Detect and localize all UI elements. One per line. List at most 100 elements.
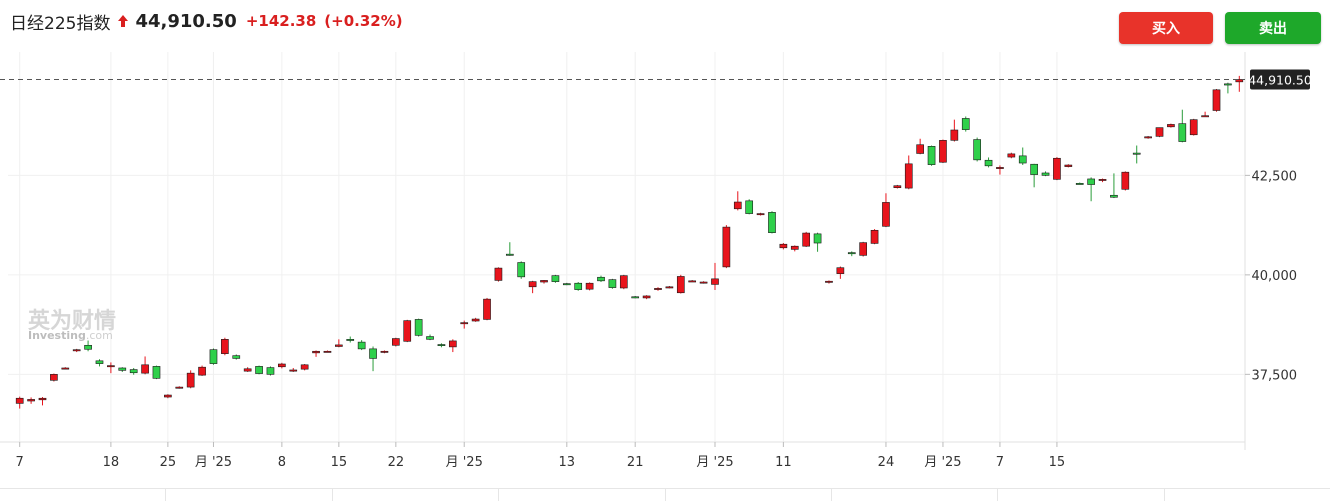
candle-body xyxy=(1121,171,1130,190)
candle-body xyxy=(676,276,685,294)
candle xyxy=(243,367,252,372)
x-tick-label: 月 '25 xyxy=(924,455,961,470)
candle xyxy=(540,280,548,284)
candle xyxy=(676,274,685,294)
candle xyxy=(688,280,697,283)
candle-body xyxy=(562,283,571,286)
candle xyxy=(551,274,560,283)
candle-body xyxy=(129,369,138,374)
candle xyxy=(152,365,161,380)
candle xyxy=(631,295,640,299)
candle-body xyxy=(1144,136,1152,139)
candle-body xyxy=(642,295,651,299)
candle xyxy=(255,365,263,375)
candle-body xyxy=(243,368,252,372)
candle xyxy=(1235,75,1244,92)
watermark: 英为财情 Investing.com xyxy=(28,308,116,342)
x-tick-label: 8 xyxy=(278,455,286,470)
y-tick-label: 42,500 xyxy=(1252,169,1298,184)
candle-body xyxy=(950,129,959,141)
current-price: 44,910.50 xyxy=(135,10,237,32)
candle xyxy=(198,365,206,376)
candlestick-chart[interactable]: 英为财情 Investing.com 7 18 25 月 '25 8 15 22 月 '25 1… xyxy=(0,0,1330,488)
candle-body xyxy=(528,281,537,288)
candle-body xyxy=(50,374,58,381)
candle xyxy=(84,340,92,352)
candle-body xyxy=(61,367,70,370)
candle-body xyxy=(1064,164,1073,167)
y-tick-label: 40,000 xyxy=(1252,269,1298,284)
candle xyxy=(50,373,58,382)
candle-body xyxy=(779,243,788,249)
candle-body xyxy=(585,282,594,290)
candle-body xyxy=(357,341,366,350)
current-price-tag-label: 44,910.50 xyxy=(1248,72,1312,87)
candle-body xyxy=(597,276,605,282)
candle xyxy=(1007,152,1016,159)
x-tick-label: 22 xyxy=(388,455,405,470)
candle xyxy=(608,278,617,289)
candle-body xyxy=(1167,124,1175,128)
candle xyxy=(164,394,172,399)
candle-body xyxy=(414,319,423,336)
candle xyxy=(711,262,719,290)
candle-body xyxy=(255,366,263,374)
candle-body xyxy=(403,320,412,342)
candle xyxy=(129,367,138,375)
candle-body xyxy=(722,226,731,268)
buy-button[interactable]: 买入 xyxy=(1119,12,1213,44)
current-price-tag xyxy=(1250,69,1310,90)
candle xyxy=(232,354,241,360)
candle xyxy=(996,165,1004,175)
sell-button[interactable]: 卖出 xyxy=(1225,12,1321,44)
candle-body xyxy=(448,340,457,348)
candle xyxy=(1201,111,1209,118)
watermark-brand-en: Investing.com xyxy=(28,329,113,342)
candle xyxy=(209,348,218,365)
candle-body xyxy=(1155,127,1164,137)
x-tick-label: 15 xyxy=(331,455,348,470)
candle-body xyxy=(1098,179,1107,181)
x-tick-label: 11 xyxy=(775,455,792,470)
candle xyxy=(357,340,366,351)
candle xyxy=(859,241,867,257)
candle-body xyxy=(745,200,754,214)
candle xyxy=(528,280,537,294)
candle-body xyxy=(494,267,503,281)
candle-body xyxy=(1018,155,1027,164)
candle-body xyxy=(768,212,776,233)
candle xyxy=(392,337,400,347)
x-axis: 7 18 25 月 '25 8 15 22 月 '25 13 21 月 '25 11 24 月 '25 7 1… xyxy=(16,442,1065,470)
candle-body xyxy=(688,280,697,283)
candle-body xyxy=(836,267,845,274)
y-axis: 37,500 40,000 42,500 xyxy=(1245,169,1297,383)
candle xyxy=(346,336,355,343)
candle-body xyxy=(996,167,1004,169)
candle xyxy=(1212,89,1221,112)
candle-body xyxy=(961,118,970,130)
candle xyxy=(847,251,856,257)
candle xyxy=(460,320,469,329)
instrument-header: 日经225指数 44,910.50 +142.38 (+0.32%) xyxy=(10,9,403,34)
candles xyxy=(15,75,1244,409)
candle xyxy=(1178,109,1187,143)
candle-body xyxy=(380,350,389,353)
candle-body xyxy=(1178,123,1187,142)
candle xyxy=(1030,163,1038,188)
candle xyxy=(517,261,526,279)
x-tick-label: 月 '25 xyxy=(446,455,483,470)
candle xyxy=(1224,82,1232,94)
candle xyxy=(72,348,81,353)
candle xyxy=(836,266,845,279)
candle-body xyxy=(802,232,811,247)
candle xyxy=(574,282,583,291)
candle xyxy=(961,116,970,132)
candle-body xyxy=(232,355,241,359)
candle-body xyxy=(904,163,913,189)
candle xyxy=(745,199,754,215)
candle xyxy=(335,339,343,348)
candle-body xyxy=(631,296,640,299)
candle xyxy=(1075,182,1084,185)
x-tick-label: 月 '25 xyxy=(195,455,232,470)
candle xyxy=(939,139,947,164)
